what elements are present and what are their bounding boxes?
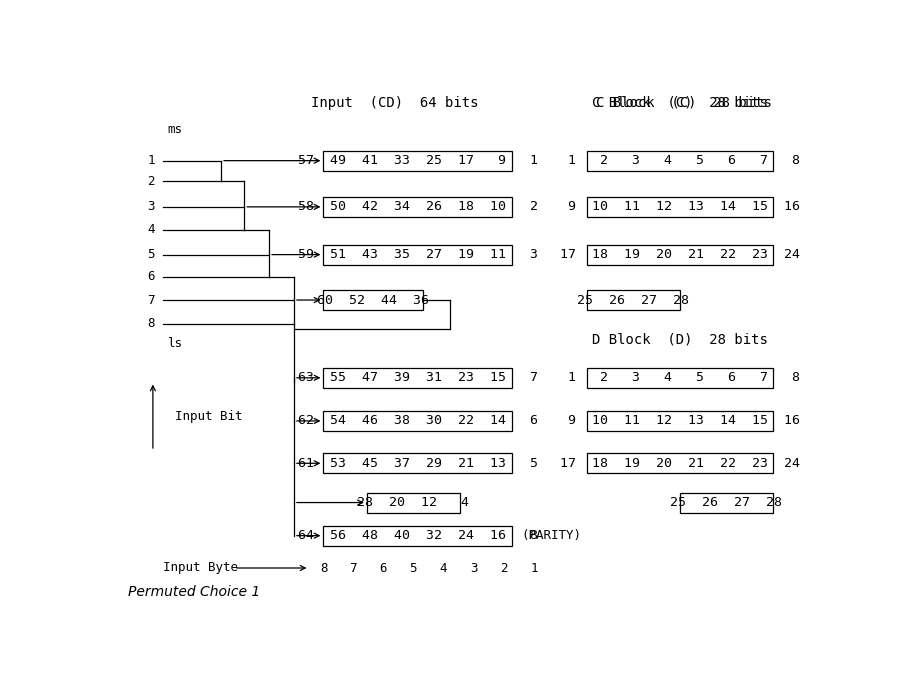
Text: 4: 4 [440, 561, 447, 574]
Text: 7: 7 [148, 294, 155, 306]
Text: 5: 5 [148, 248, 155, 261]
Text: C Block  (C)  28 bits: C Block (C) 28 bits [592, 96, 768, 110]
Bar [323, 290, 423, 310]
Text: Input Bit: Input Bit [174, 410, 242, 423]
Text: 9  10  11  12  13  14  15  16: 9 10 11 12 13 14 15 16 [560, 414, 800, 427]
Bar [323, 367, 512, 388]
Text: 60  52  44  36: 60 52 44 36 [317, 294, 429, 306]
Text: ms: ms [167, 123, 182, 136]
Text: 25  26  27  28: 25 26 27 28 [577, 294, 689, 306]
Bar [323, 411, 512, 431]
Bar [367, 492, 460, 513]
Bar [323, 525, 512, 546]
Text: 59  51  43  35  27  19  11   3: 59 51 43 35 27 19 11 3 [298, 248, 538, 261]
Text: 63  55  47  39  31  23  15   7: 63 55 47 39 31 23 15 7 [298, 372, 538, 384]
Bar [587, 151, 773, 171]
Text: 9  10  11  12  13  14  15  16: 9 10 11 12 13 14 15 16 [560, 201, 800, 214]
Text: 1   2   3   4   5   6   7   8: 1 2 3 4 5 6 7 8 [560, 372, 800, 384]
Bar [680, 492, 773, 513]
Text: (PARITY): (PARITY) [521, 529, 582, 542]
Text: Input Byte: Input Byte [163, 561, 238, 574]
Bar [587, 197, 773, 217]
Text: 5: 5 [410, 561, 417, 574]
Text: 6: 6 [379, 561, 387, 574]
Text: Input  (CD)  64 bits: Input (CD) 64 bits [311, 96, 478, 110]
Text: 3: 3 [148, 201, 155, 214]
Text: 28  20  12   4: 28 20 12 4 [357, 496, 469, 509]
Bar [323, 245, 512, 264]
Text: C Block  (C)  28 bits: C Block (C) 28 bits [596, 96, 771, 110]
Text: 1   2   3   4   5   6   7   8: 1 2 3 4 5 6 7 8 [560, 154, 800, 167]
Text: 2: 2 [500, 561, 508, 574]
Bar [587, 454, 773, 473]
Bar [323, 454, 512, 473]
Text: 17  18  19  20  21  22  23  24: 17 18 19 20 21 22 23 24 [560, 248, 800, 261]
Text: 3: 3 [470, 561, 477, 574]
Text: 62  54  46  38  30  22  14   6: 62 54 46 38 30 22 14 6 [298, 414, 538, 427]
Bar [323, 151, 512, 171]
Text: 57  49  41  33  25  17   9   1: 57 49 41 33 25 17 9 1 [298, 154, 538, 167]
Bar [587, 245, 773, 264]
Text: 8: 8 [148, 317, 155, 330]
Text: Permuted Choice 1: Permuted Choice 1 [128, 585, 260, 599]
Text: 61  53  45  37  29  21  13   5: 61 53 45 37 29 21 13 5 [298, 457, 538, 470]
Text: 25  26  27  28: 25 26 27 28 [670, 496, 782, 509]
Bar [323, 197, 512, 217]
Text: D Block  (D)  28 bits: D Block (D) 28 bits [592, 332, 768, 346]
Text: 2: 2 [148, 175, 155, 188]
Text: 1: 1 [530, 561, 538, 574]
Text: ls: ls [167, 337, 182, 350]
Text: 7: 7 [349, 561, 357, 574]
Text: 17  18  19  20  21  22  23  24: 17 18 19 20 21 22 23 24 [560, 457, 800, 470]
Text: 6: 6 [148, 271, 155, 283]
Bar [587, 411, 773, 431]
Text: 8: 8 [320, 561, 328, 574]
Text: 58  50  42  34  26  18  10   2: 58 50 42 34 26 18 10 2 [298, 201, 538, 214]
Text: 64  56  48  40  32  24  16   8: 64 56 48 40 32 24 16 8 [298, 529, 538, 542]
Text: 4: 4 [148, 224, 155, 237]
Bar [587, 290, 680, 310]
Bar [587, 367, 773, 388]
Text: 1: 1 [148, 154, 155, 167]
